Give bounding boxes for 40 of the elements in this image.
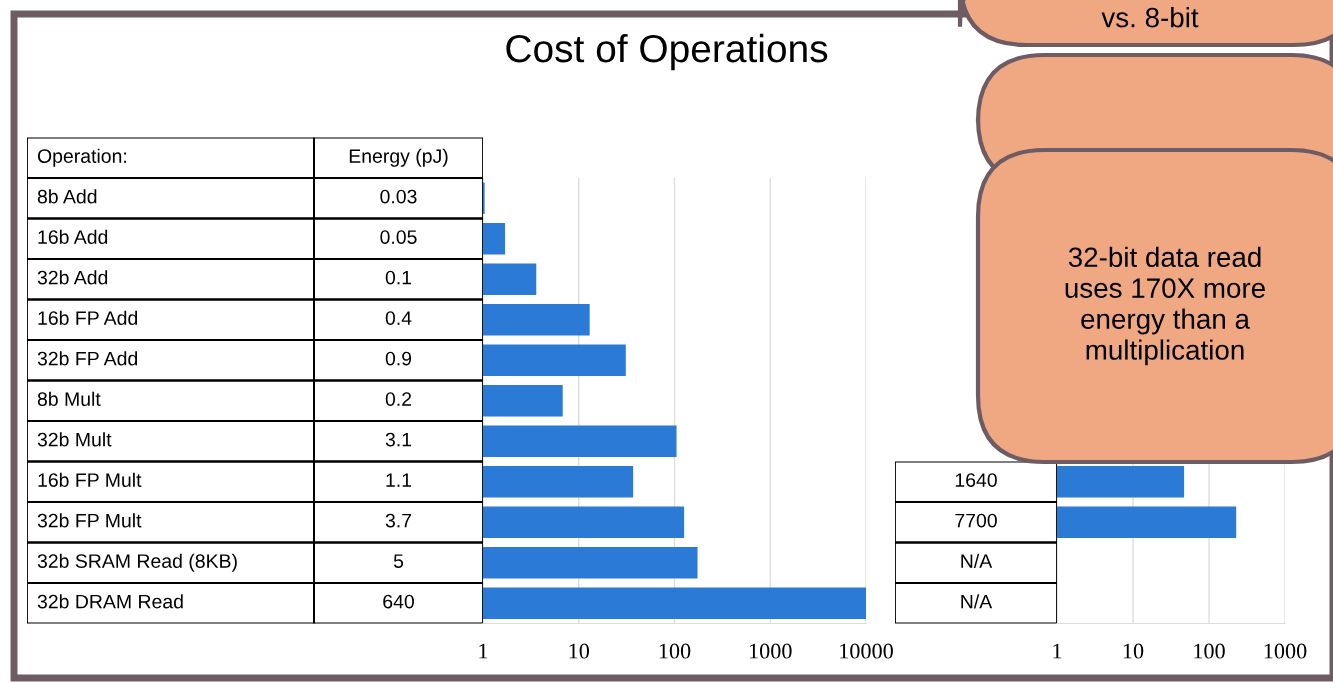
text: 0.05 (380, 230, 417, 244)
x-tick-label: 1 (1053, 643, 1062, 659)
text: 0.9 (385, 351, 412, 366)
text: 5 (393, 554, 404, 568)
category-label: 8b Mult (37, 391, 101, 406)
text: 0.2 (385, 392, 412, 406)
text: 1.1 (386, 473, 412, 487)
category-label: 8b Add (37, 189, 97, 204)
category-label: 16b Add (38, 229, 108, 244)
category-label: 16b FP Add (38, 310, 138, 325)
text: N/A (961, 594, 993, 609)
x-tick-label: 10 (1123, 643, 1144, 659)
category-label: 32b Add (37, 270, 108, 285)
text: N/A (961, 553, 993, 568)
x-tick-label: 100 (1194, 643, 1225, 659)
text: Cost of Operations (506, 33, 828, 71)
text: vs. 8-bit (1101, 7, 1199, 28)
x-tick-label: 1000 (1264, 643, 1307, 659)
x-tick-label: 10 (569, 643, 590, 659)
x-tick-label: 10000 (840, 643, 893, 659)
text: 640 (383, 594, 414, 609)
text: 0.1 (385, 270, 412, 285)
text: 7700 (955, 513, 997, 528)
text: 0.03 (380, 189, 417, 204)
category-label: 32b FP Add (37, 351, 138, 366)
category-label: 16b FP Mult (38, 472, 142, 487)
x-tick-label: 1 (479, 643, 488, 659)
x-tick-label: 1000 (749, 643, 792, 659)
text: 32-bit data read uses 170X more energy than a multiplication (1065, 246, 1265, 366)
category-label: 32b FP Mult (37, 513, 142, 528)
text: Operation: (37, 148, 127, 167)
category-label: 32b Mult (37, 432, 112, 447)
x-tick-label: 100 (659, 643, 691, 659)
text: 0.4 (385, 311, 412, 325)
text: 3.1 (385, 432, 412, 447)
text: 3.7 (385, 513, 412, 528)
category-label: 32b SRAM Read (8KB) (37, 553, 237, 572)
category-label: 32b DRAM Read (37, 594, 183, 609)
text: Energy (pJ) (349, 148, 448, 167)
text: 1640 (955, 473, 997, 487)
